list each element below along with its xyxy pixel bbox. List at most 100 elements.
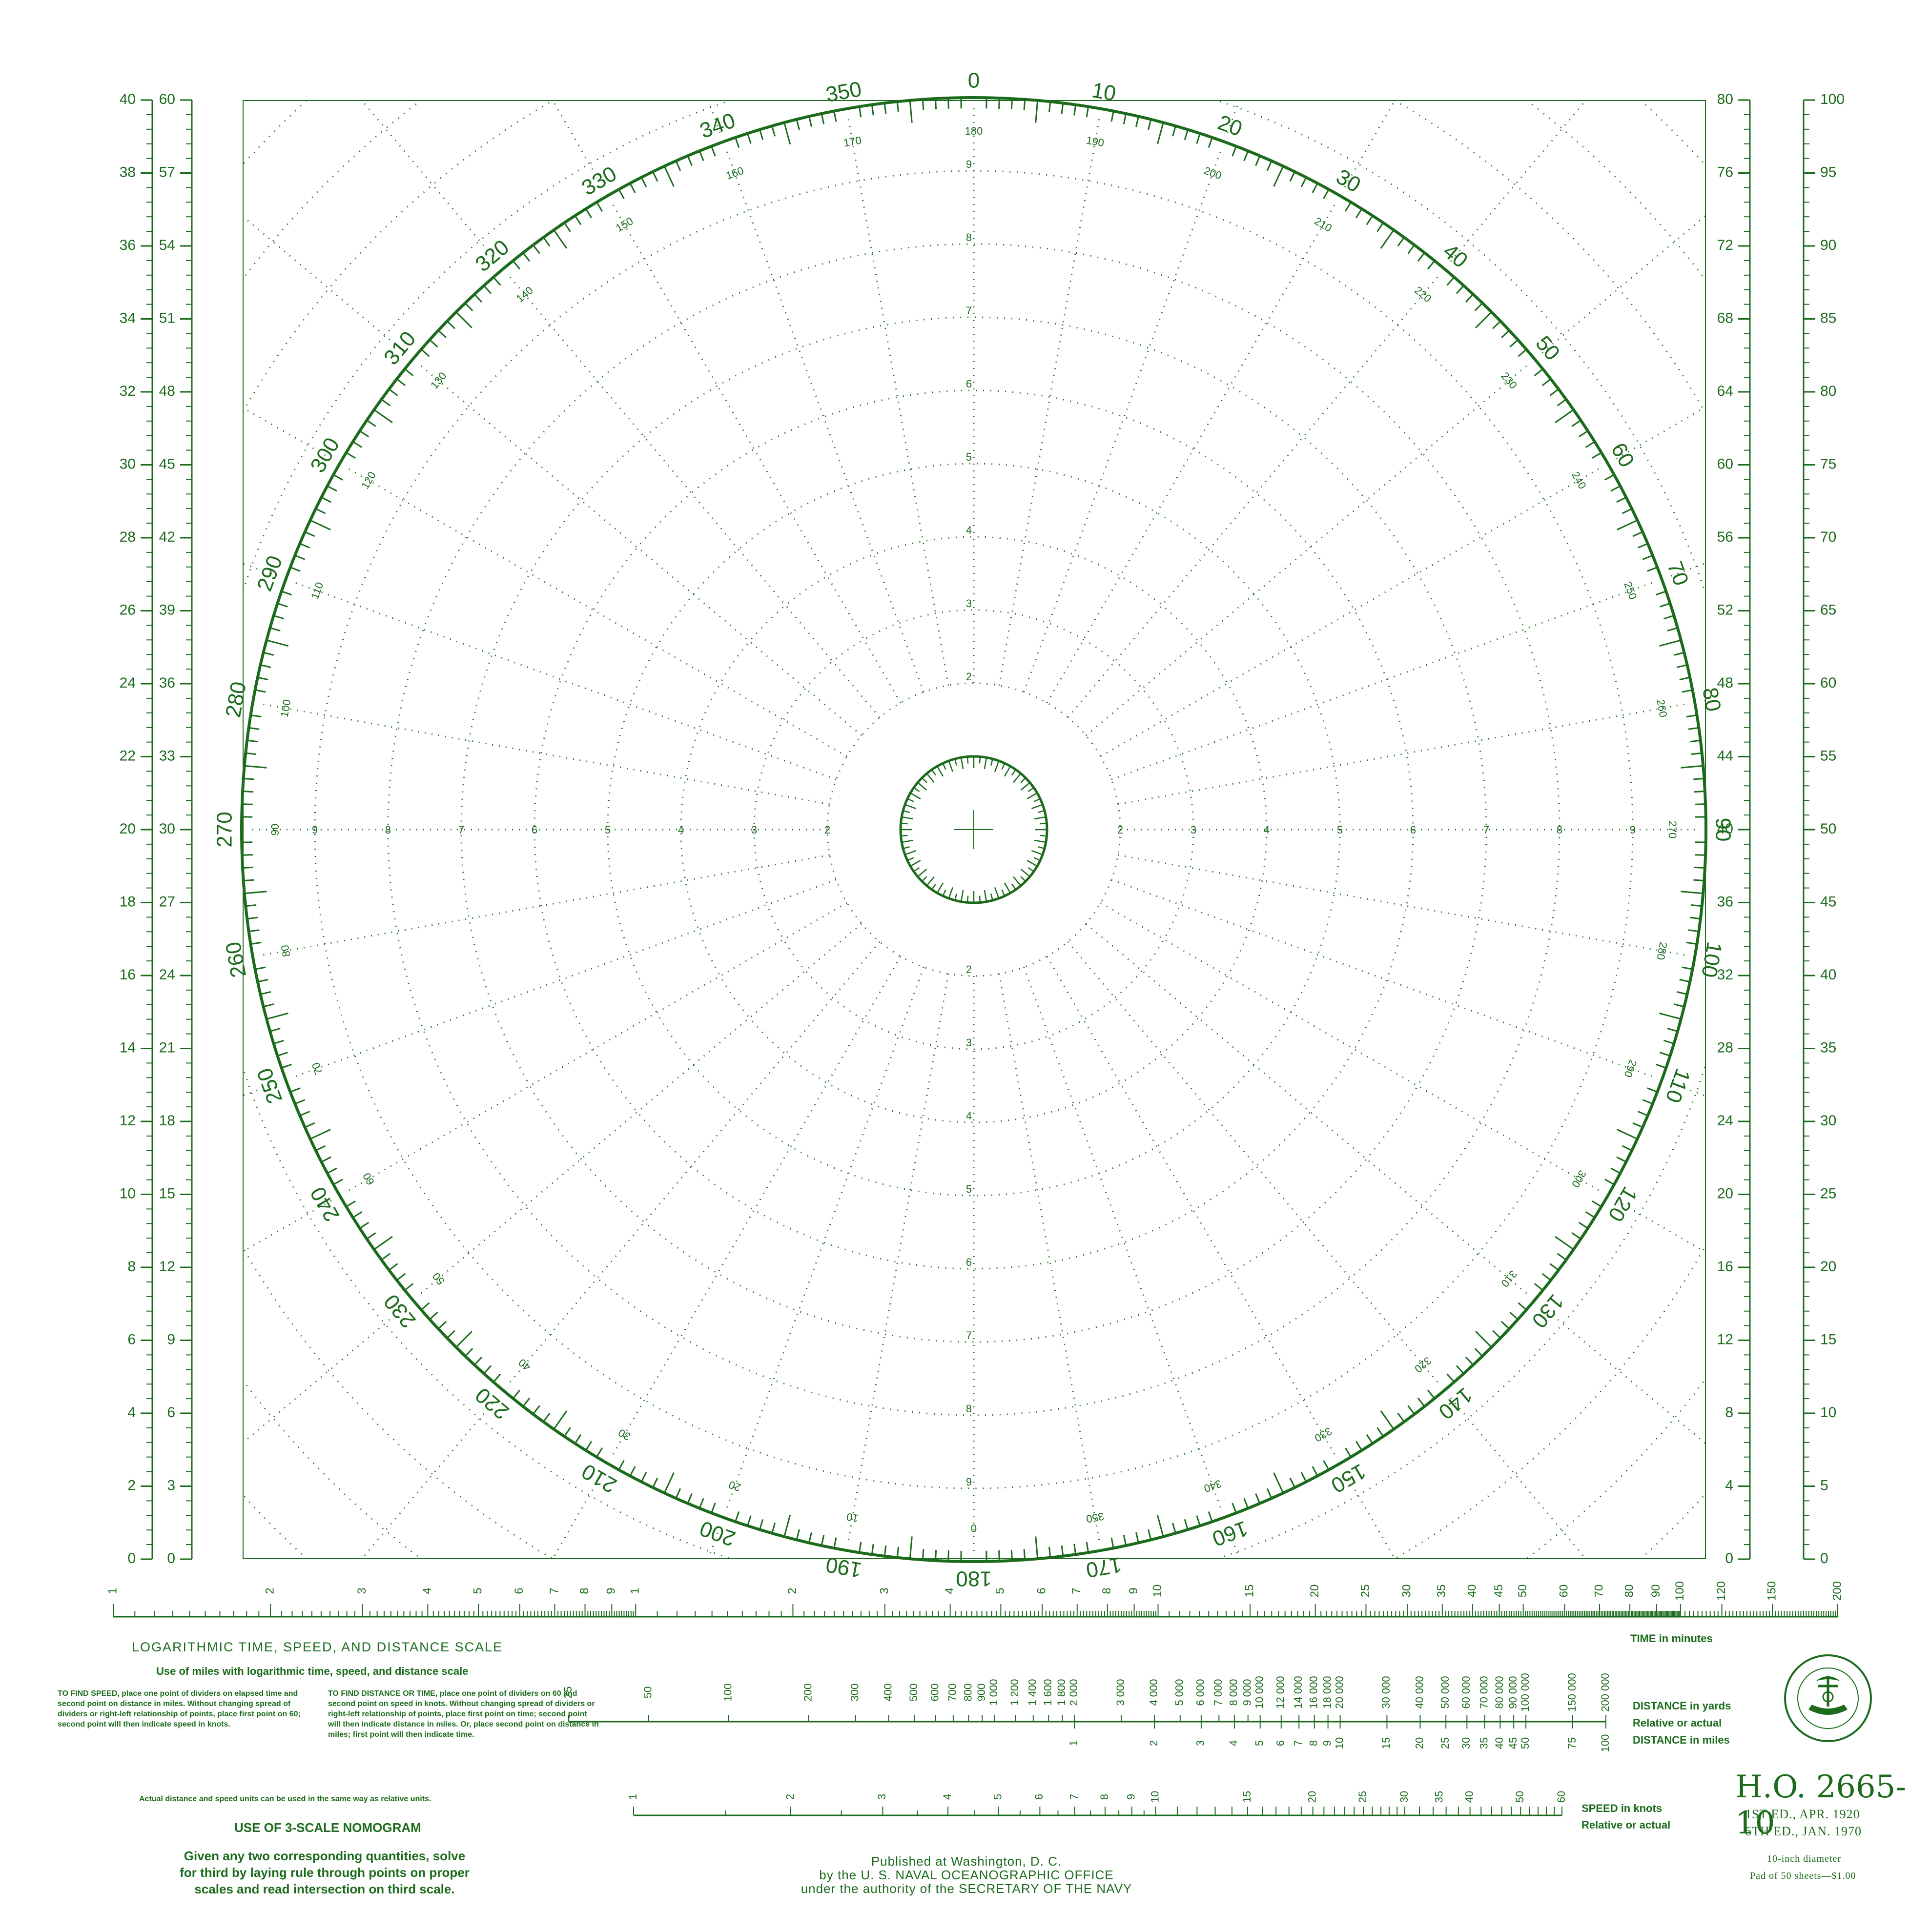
degree-tick (1255, 1493, 1261, 1504)
speed-nomogram-scale[interactable]: 1 2 3 4 5 6 7 8 9 10 15 20 25 30 35 40 50 60 (610, 1786, 1586, 1840)
degree-tick (1549, 388, 1559, 396)
degree-tick (1689, 916, 1701, 920)
degree-tick (1312, 183, 1318, 193)
degree-tick (246, 904, 257, 907)
time-scale-label: 100 (1673, 1581, 1686, 1601)
degree-tick (1534, 1282, 1543, 1291)
center-tick (1013, 773, 1022, 783)
scale-5-1-label: 100 (1820, 91, 1845, 107)
scale-4-1-label: 12 (1717, 1331, 1733, 1347)
mile-label: 40 (1493, 1737, 1505, 1749)
degree-tick (533, 244, 540, 254)
outer-bearing-label: 120 (1603, 1182, 1642, 1225)
ring-label-west: 6 (532, 824, 537, 836)
scale-3-1-label: 42 (159, 529, 175, 545)
scale-3-1-label: 27 (159, 894, 175, 910)
scale-3-1-label: 21 (159, 1039, 175, 1056)
sixth-edition: 6TH ED., JAN. 1970 (1745, 1824, 1862, 1838)
ring-label-north: 8 (966, 231, 972, 244)
speed-caption: SPEED in knots (1581, 1802, 1663, 1814)
yard-label: 1 800 (1055, 1679, 1068, 1706)
degree-tick (246, 752, 257, 755)
degree-tick (871, 104, 874, 116)
time-scale-label: 7 (1070, 1587, 1083, 1594)
degree-tick (1086, 106, 1089, 118)
center-tick (966, 756, 969, 764)
degree-tick (1642, 1099, 1653, 1105)
scale-2-1-label: 6 (127, 1331, 136, 1347)
degree-tick (1273, 1472, 1284, 1494)
inner-bearing-label: 80 (279, 944, 293, 957)
center-tick (954, 894, 958, 901)
scale-5-1-label: 30 (1820, 1113, 1836, 1129)
degree-tick (257, 676, 268, 681)
range-ring (534, 389, 1414, 1270)
center-tick (910, 792, 921, 800)
degree-tick (998, 98, 1000, 109)
degree-tick (255, 689, 266, 693)
degree-tick (1355, 208, 1363, 219)
inner-bearing-label: 270 (1666, 821, 1679, 839)
degree-tick (483, 1365, 492, 1374)
scale-5-1-label: 90 (1820, 237, 1836, 253)
yard-label: 90 000 (1507, 1676, 1519, 1708)
scale-2-1-label: 24 (120, 675, 136, 691)
degree-tick (1604, 474, 1615, 481)
degree-tick (333, 1179, 344, 1185)
bearing-radial (1118, 854, 1685, 956)
inner-bearing-label: 190 (1085, 134, 1105, 149)
degree-tick (1135, 1532, 1139, 1543)
bearing-radial-outer (361, 1397, 498, 1560)
degree-tick (1585, 1211, 1595, 1219)
degree-tick (1585, 441, 1595, 448)
center-tick (1038, 810, 1045, 813)
degree-tick (947, 1550, 949, 1562)
degree-tick (1616, 496, 1627, 503)
center-tick (984, 890, 987, 902)
degree-tick (1637, 543, 1648, 549)
outer-bearing-label: 310 (379, 327, 421, 370)
ring-label-south: 3 (966, 1037, 972, 1049)
scale-2-1-label: 32 (120, 383, 136, 399)
degree-tick (1232, 1503, 1237, 1513)
degree-tick (1475, 311, 1492, 328)
ring-label-south: 4 (966, 1110, 972, 1122)
ring-label-north: 2 (966, 671, 972, 683)
degree-tick (1208, 137, 1213, 148)
degree-tick (1474, 1348, 1483, 1357)
scale-2-1-label: 12 (120, 1113, 136, 1129)
time-scale-label: 60 (1558, 1585, 1571, 1598)
mile-label: 15 (1380, 1737, 1392, 1749)
bearing-radial (348, 902, 847, 1192)
scale-5-1-label: 35 (1820, 1039, 1836, 1056)
degree-tick (833, 111, 837, 122)
inner-bearing-label: 30 (616, 1426, 633, 1443)
center-tick (907, 857, 914, 861)
degree-tick (1688, 929, 1699, 933)
degree-tick (455, 1331, 472, 1348)
scale-5-1-label: 95 (1820, 164, 1836, 180)
degree-tick (563, 1427, 571, 1437)
degree-tick (1243, 150, 1249, 162)
degree-tick (248, 727, 260, 730)
degree-tick (257, 978, 268, 983)
degree-tick (483, 285, 492, 294)
logarithmic-time-scale[interactable]: 1 2 3 4 5 6 7 8 9 1 2 3 4 5 6 7 8 9 10 15 20 25 30 35 40 45 50 60 70… (0, 1571, 1930, 1649)
bearing-radial (509, 941, 881, 1383)
ring-label-north: 5 (966, 451, 972, 463)
time-scale-label: 45 (1492, 1585, 1505, 1598)
distance-nomogram-scale[interactable]: 25 50 100 200 300 400 500 600 700 800 900 1 000 1 20… (561, 1659, 1635, 1757)
degree-tick (1632, 531, 1643, 537)
outer-bearing-label: 180 (956, 1566, 991, 1590)
center-tick (1033, 798, 1041, 802)
degree-tick (493, 276, 501, 286)
degree-tick (808, 1532, 812, 1543)
degree-tick (396, 1273, 406, 1281)
degree-tick (1694, 790, 1705, 793)
degree-tick (260, 991, 271, 995)
degree-tick (1380, 1410, 1395, 1430)
degree-tick (493, 1373, 501, 1383)
degree-tick (1509, 339, 1519, 348)
degree-tick (1693, 777, 1704, 780)
